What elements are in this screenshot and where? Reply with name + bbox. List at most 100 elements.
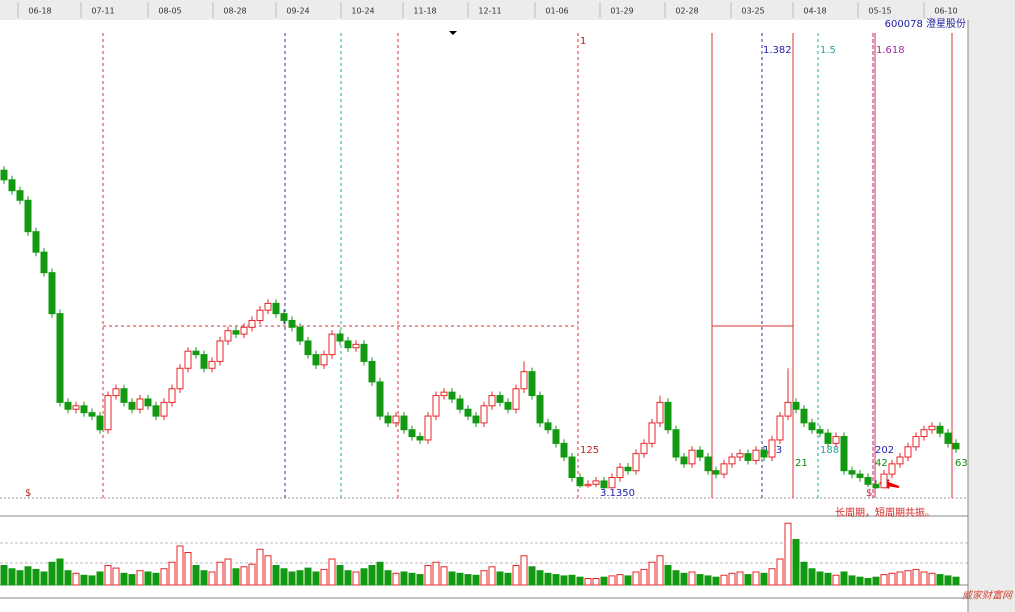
- candle-body: [536, 395, 544, 424]
- count-label: 63: [955, 458, 968, 469]
- candle-body: [72, 405, 80, 410]
- candle-body: [232, 330, 240, 335]
- volume-bar: [272, 565, 280, 586]
- volume-bar: [952, 576, 960, 586]
- marker-triangle: [449, 31, 457, 35]
- volume-bar: [48, 561, 56, 586]
- annotation: 长周期，短周期共振。: [835, 506, 935, 519]
- volume-bar: [80, 574, 88, 586]
- candle-body: [944, 432, 952, 444]
- date-label: 06-18: [28, 7, 51, 16]
- candle-body: [512, 388, 520, 410]
- marker-label: $: [866, 488, 872, 499]
- candle-body: [488, 395, 496, 407]
- candle-body: [912, 436, 920, 448]
- watermark: 威家财富网: [962, 590, 1014, 602]
- volume-bar: [296, 570, 304, 586]
- volume-bar: [352, 571, 360, 586]
- fib-label: 1: [580, 36, 586, 47]
- volume-bar: [144, 571, 152, 586]
- candle-body: [928, 425, 936, 431]
- candle-body: [472, 415, 480, 424]
- candle-body: [728, 456, 736, 465]
- volume-bar: [480, 570, 488, 586]
- volume-bar: [24, 566, 32, 586]
- volume-bar: [392, 572, 400, 586]
- date-label: 08-28: [223, 7, 246, 16]
- candle-body: [80, 405, 88, 414]
- volume-bar: [536, 570, 544, 586]
- volume-bar: [88, 575, 96, 586]
- candle-body: [776, 415, 784, 441]
- date-label: 02-28: [675, 7, 698, 16]
- volume-bar: [728, 572, 736, 586]
- volume-bar: [920, 571, 928, 586]
- candle-body: [808, 422, 816, 431]
- candle-body: [760, 449, 768, 458]
- candle-body: [64, 401, 72, 410]
- candle-body: [872, 483, 880, 489]
- candle-body: [920, 429, 928, 438]
- volume-bar: [256, 548, 264, 586]
- low-label: 3.1350: [600, 488, 635, 499]
- date-label: 08-05: [158, 7, 181, 16]
- candle-body: [848, 470, 856, 475]
- volume-bar: [648, 561, 656, 586]
- volume-bar: [152, 572, 160, 586]
- date-label: 09-24: [286, 7, 309, 16]
- volume-bar: [944, 575, 952, 586]
- candle-body: [424, 415, 432, 441]
- count-label: 42: [875, 458, 888, 469]
- candle-body: [128, 401, 136, 410]
- volume-bar: [32, 568, 40, 586]
- volume-bar: [248, 563, 256, 586]
- volume-bar: [264, 555, 272, 586]
- volume-bar: [440, 566, 448, 586]
- volume-bar: [120, 572, 128, 586]
- volume-bar: [136, 570, 144, 586]
- candle-body: [560, 442, 568, 458]
- volume-bar: [8, 568, 16, 586]
- volume-bar: [472, 574, 480, 586]
- volume-bar: [344, 570, 352, 586]
- stock-title: 600078 澄星股份: [885, 17, 966, 30]
- candle-body: [0, 169, 8, 181]
- candle-body: [688, 449, 696, 465]
- volume-bar: [664, 565, 672, 586]
- candle-body: [320, 354, 328, 366]
- volume-bar: [848, 575, 856, 586]
- candle-body: [48, 272, 56, 315]
- candle-body: [40, 251, 48, 274]
- volume-bar: [792, 539, 800, 586]
- volume-bar: [552, 574, 560, 586]
- candle-body: [528, 371, 536, 397]
- date-label: 06-10: [934, 7, 957, 16]
- volume-bar: [216, 561, 224, 586]
- candle-body: [296, 326, 304, 342]
- candle-body: [96, 415, 104, 431]
- candle-body: [272, 302, 280, 315]
- candle-body: [896, 456, 904, 465]
- volume-bar: [888, 572, 896, 586]
- candle-body: [264, 302, 272, 311]
- candle-body: [360, 343, 368, 362]
- candle-body: [832, 436, 840, 444]
- candle-body: [792, 401, 800, 410]
- count-label: 202: [875, 445, 894, 456]
- volume-bar: [456, 572, 464, 586]
- volume-bar: [104, 565, 112, 586]
- volume-bar: [880, 574, 888, 586]
- candle-body: [328, 333, 336, 356]
- volume-bar: [560, 575, 568, 586]
- volume-bar: [840, 571, 848, 586]
- candle-body: [24, 199, 32, 233]
- candle-body: [176, 367, 184, 390]
- candle-body: [120, 388, 128, 403]
- volume-bar: [232, 568, 240, 586]
- volume-bar: [176, 545, 184, 586]
- volume-bar: [184, 552, 192, 586]
- candle-body: [88, 412, 96, 417]
- volume-bar: [904, 570, 912, 586]
- candle-body: [344, 340, 352, 349]
